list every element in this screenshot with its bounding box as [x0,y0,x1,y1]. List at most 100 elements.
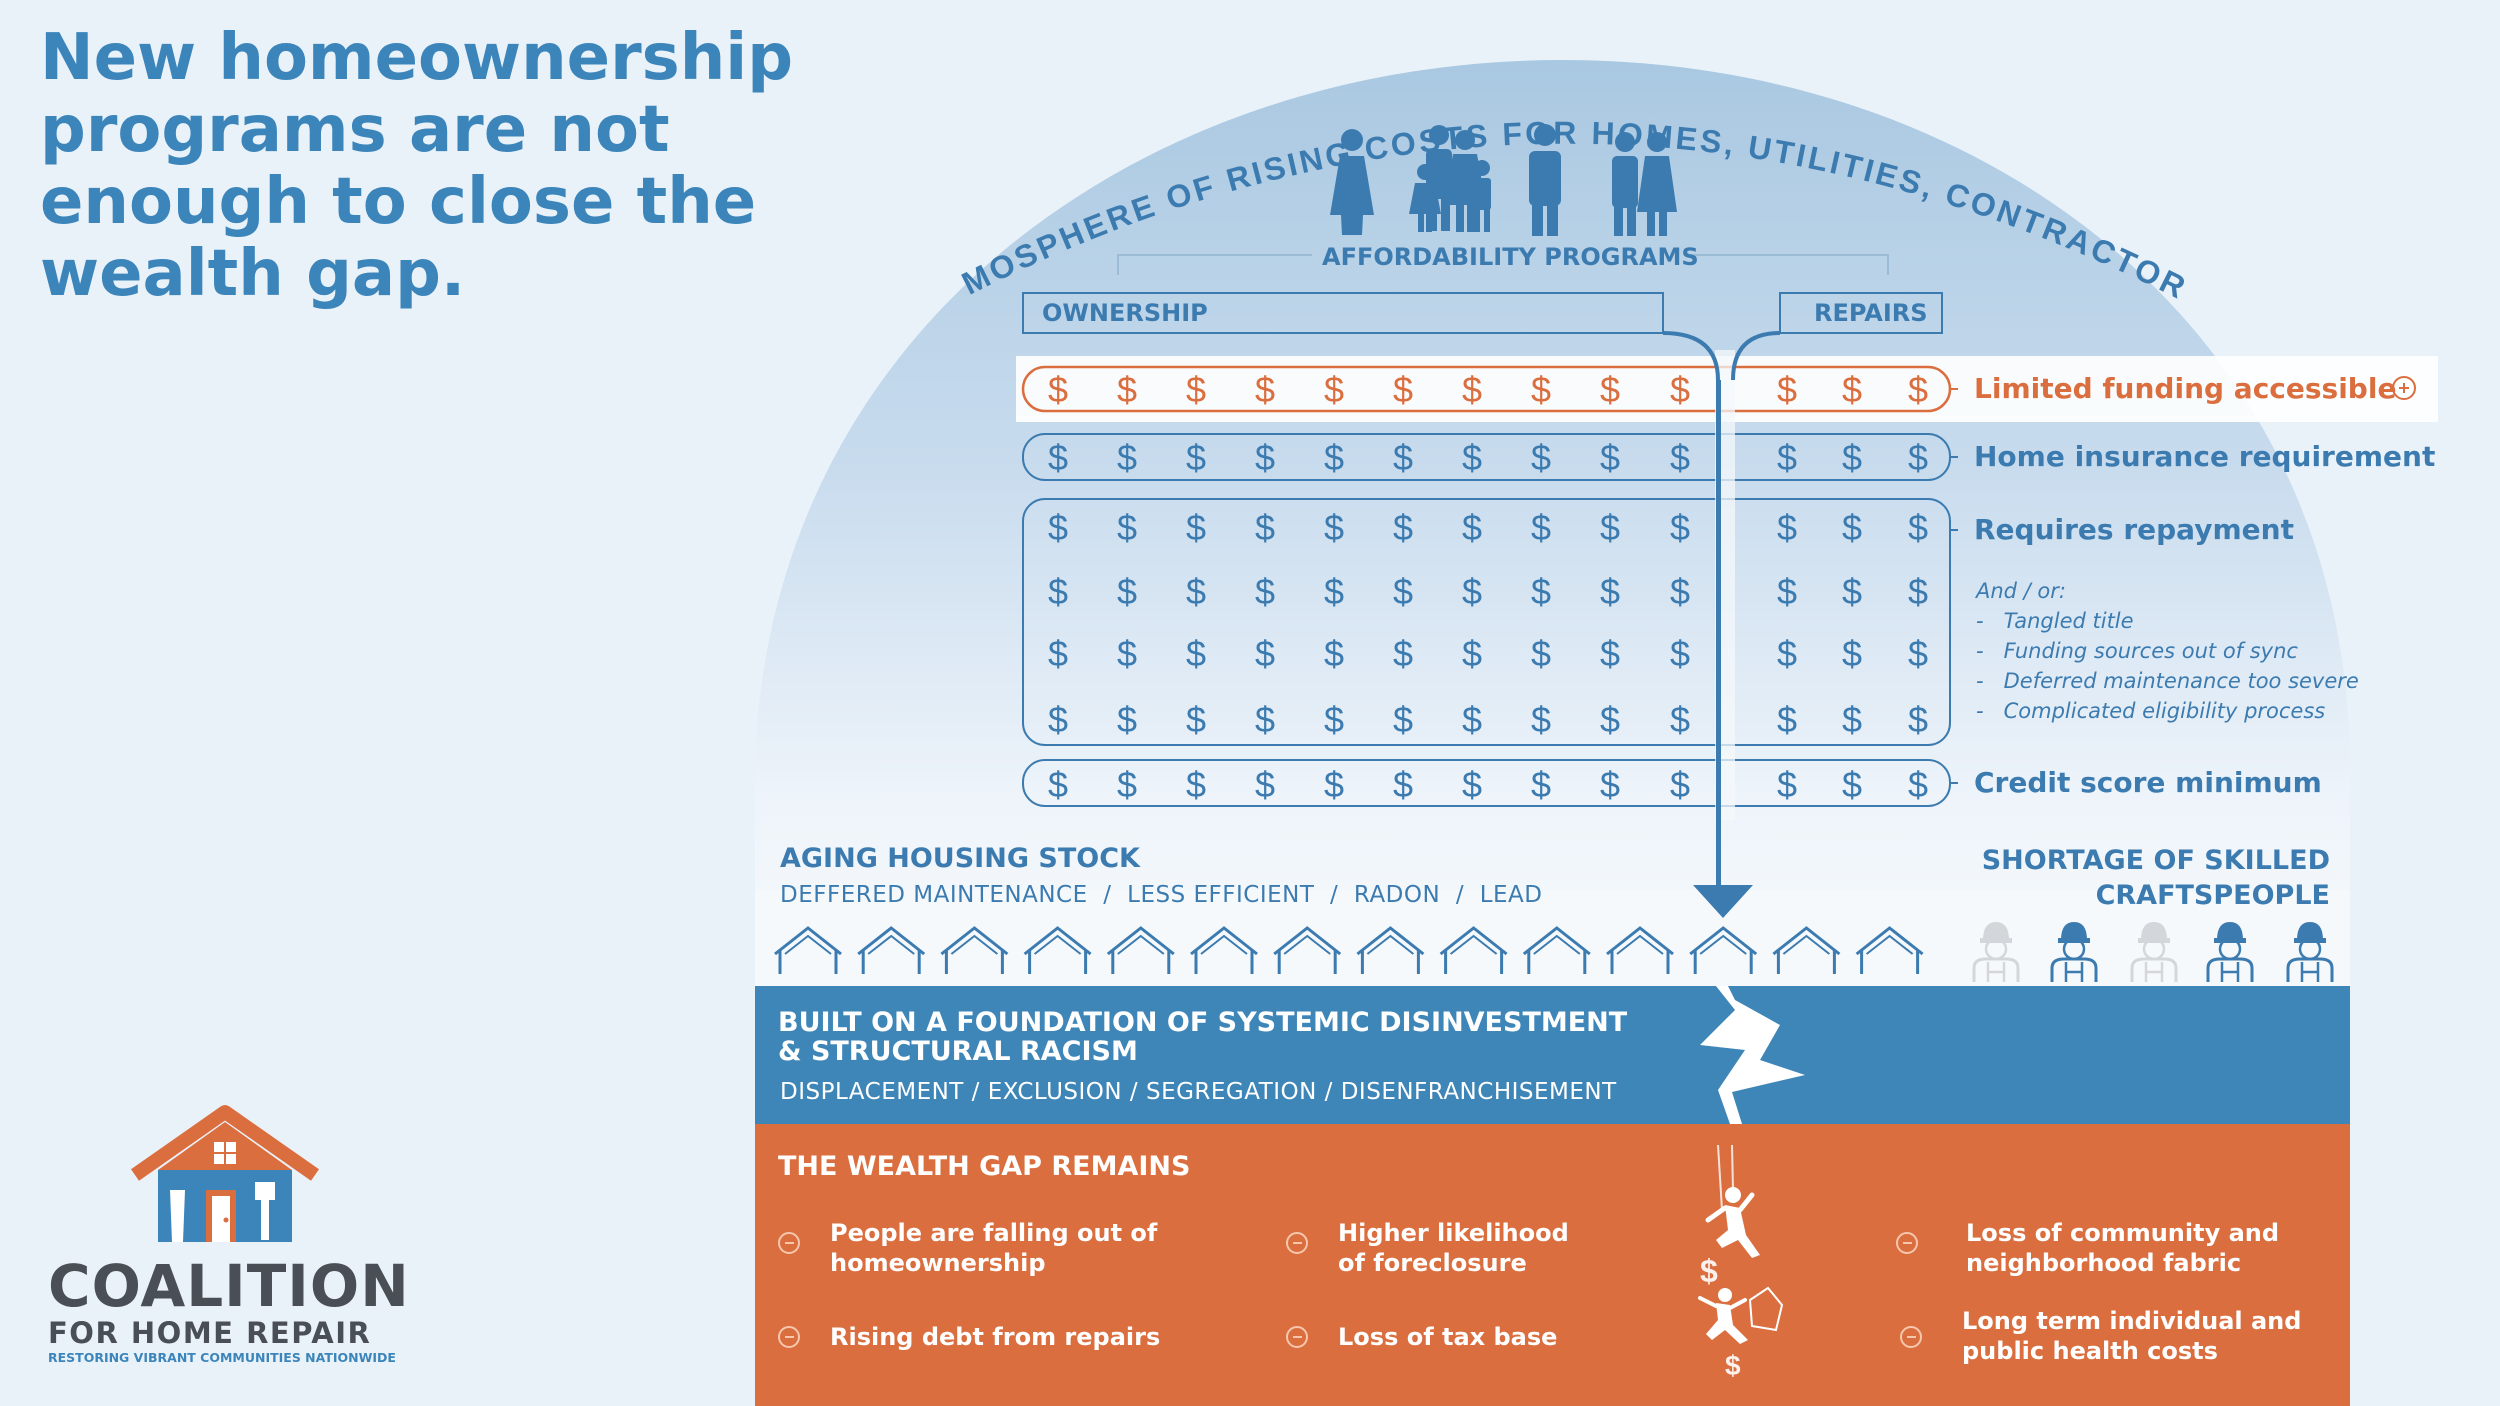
dollar-sign-icon: $ [1531,369,1551,410]
dollar-sign-icon: $ [1462,764,1482,805]
limited-funding-label: Limited funding accessible [1974,372,2416,405]
dollar-sign-icon: $ [1531,437,1551,478]
dollar-sign-icon: $ [1670,633,1690,674]
logo-tagline: RESTORING VIBRANT COMMUNITIES NATIONWIDE [48,1350,396,1365]
dollar-sign-icon: $ [1777,507,1797,548]
dollar-sign-icon: $ [1600,764,1620,805]
dollar-sign-icon: $ [1670,571,1690,612]
repairs-label: REPAIRS [1814,299,1928,327]
dollar-sign-icon: $ [1393,571,1413,612]
minus-circle-icon [1286,1232,1308,1254]
dollar-sign-icon: $ [1393,507,1413,548]
minus-circle-icon [1900,1326,1922,1348]
dollar-sign-icon: $ [1117,369,1137,410]
ownership-box [1022,292,1664,334]
sub-item: - Funding sources out of sync [1976,639,2298,663]
aging-housing-subtitle: DEFFERED MAINTENANCE / LESS EFFICIENT / … [780,882,1543,908]
affordability-programs-label: AFFORDABILITY PROGRAMS [1322,243,1699,271]
minus-circle-icon [1286,1326,1308,1348]
dollar-sign-icon: $ [1117,764,1137,805]
dollar-sign-icon: $ [1842,699,1862,740]
credit-score-label: Credit score minimum [1974,766,2322,799]
dollar-sign-icon: $ [1531,507,1551,548]
dollar-sign-icon: $ [1048,633,1068,674]
dollar-sign-icon: $ [1186,764,1206,805]
limited-funding-text: Limited funding accessible [1974,372,2397,405]
dollar-sign-icon: $ [1531,571,1551,612]
dollar-sign-icon: $ [1393,633,1413,674]
dollar-sign-icon: $ [1186,369,1206,410]
falling-people-icon [1698,1144,1784,1344]
wealth-gap-band [755,1124,2350,1406]
sub-item: - Tangled title [1976,609,2134,633]
flow-arrow [1662,331,1781,890]
requires-repayment-label: Requires repayment [1974,513,2294,546]
dollar-sign-icon: $ [1670,369,1690,410]
dollar-sign-icon: $ [1777,764,1797,805]
aging-housing-title: AGING HOUSING STOCK [780,843,1140,874]
ownership-label: OWNERSHIP [1042,299,1208,327]
dollar-sign-icon: $ [1531,633,1551,674]
dollar-sign-icon: $ [1324,507,1344,548]
dollar-sign-icon: $ [1048,437,1068,478]
dollar-sign-icon: $ [1600,633,1620,674]
dollar-sign-icon: $ [1324,764,1344,805]
dollar-sign-icon: $ [1600,571,1620,612]
dollar-sign-icon: $ [1117,507,1137,548]
dollar-sign-icon: $ [1462,633,1482,674]
logo-name-line2: FOR HOME REPAIR [48,1316,372,1350]
dollar-sign-icon: $ [1777,437,1797,478]
dollar-sign-icon: $ [1048,699,1068,740]
dollar-sign-icon: $ [1048,369,1068,410]
dollar-sign-icon: $ [1670,507,1690,548]
dollar-sign-icon: $ [1117,437,1137,478]
dollar-sign-icon: $ [1462,437,1482,478]
wealth-gap-title: THE WEALTH GAP REMAINS [778,1151,1191,1182]
dollar-sign-icon: $ [1908,764,1928,805]
shortage-title: SHORTAGE OF SKILLED CRAFTSPEOPLE [1981,845,2330,911]
dollar-sign-icon: $ [1324,571,1344,612]
dollar-sign-icon: $ [1117,699,1137,740]
dollar-sign-icon: $ [1186,571,1206,612]
dollar-sign-icon: $ [1393,764,1413,805]
plus-circle-icon[interactable] [2392,376,2416,400]
dollar-sign-icon: $ [1908,437,1928,478]
minus-circle-icon [778,1232,800,1254]
dollar-sign-icon: $ [1186,437,1206,478]
dollar-sign-icon: $ [1324,633,1344,674]
dollar-sign-icon: $ [1600,437,1620,478]
svg-text:$: $ [1700,1253,1718,1289]
minus-circle-icon [1896,1232,1918,1254]
dollar-sign-icon: $ [1777,369,1797,410]
atmosphere-dome [755,60,2350,985]
dollar-sign-icon: $ [1842,369,1862,410]
dollar-sign-icon: $ [1324,437,1344,478]
dollar-sign-icon: $ [1908,507,1928,548]
dollar-sign-icon: $ [1255,633,1275,674]
dollar-sign-icon: $ [1186,699,1206,740]
dollar-sign-grid: $ $ $ $ $ $ $ $ $ $ $ $ $ $ $ $ $ $ $ $ $ $ $ $ $ $ $ $ $ $ $ $ $ $ $ $ $ $ $ $… [1048,369,1928,805]
sub-item: - Complicated eligibility process [1976,699,2326,723]
dollar-sign-icon: $ [1393,699,1413,740]
dollar-sign-icon: $ [1462,369,1482,410]
dollar-sign-icon: $ [1048,507,1068,548]
home-insurance-label: Home insurance requirement [1974,440,2436,473]
dollar-sign-icon: $ [1908,571,1928,612]
dollar-sign-icon: $ [1777,633,1797,674]
dollar-sign-icon: $ [1908,369,1928,410]
coalition-logo[interactable]: COALITION FOR HOME REPAIR RESTORING VIBR… [48,1255,418,1367]
crack [1700,986,1805,1124]
dollar-sign-icon: $ [1048,764,1068,805]
dollar-sign-icon: $ [1842,571,1862,612]
dollar-sign-icon: $ [1670,437,1690,478]
dollar-sign-icon: $ [1462,699,1482,740]
dollar-sign-icon: $ [1531,764,1551,805]
dollar-sign-icon: $ [1531,699,1551,740]
dollar-sign-icon: $ [1324,369,1344,410]
dollar-sign-icon: $ [1842,437,1862,478]
dollar-sign-icon: $ [1255,369,1275,410]
dollar-sign-icon: $ [1842,507,1862,548]
dollar-sign-icon: $ [1393,437,1413,478]
dollar-sign-icon: $ [1908,699,1928,740]
